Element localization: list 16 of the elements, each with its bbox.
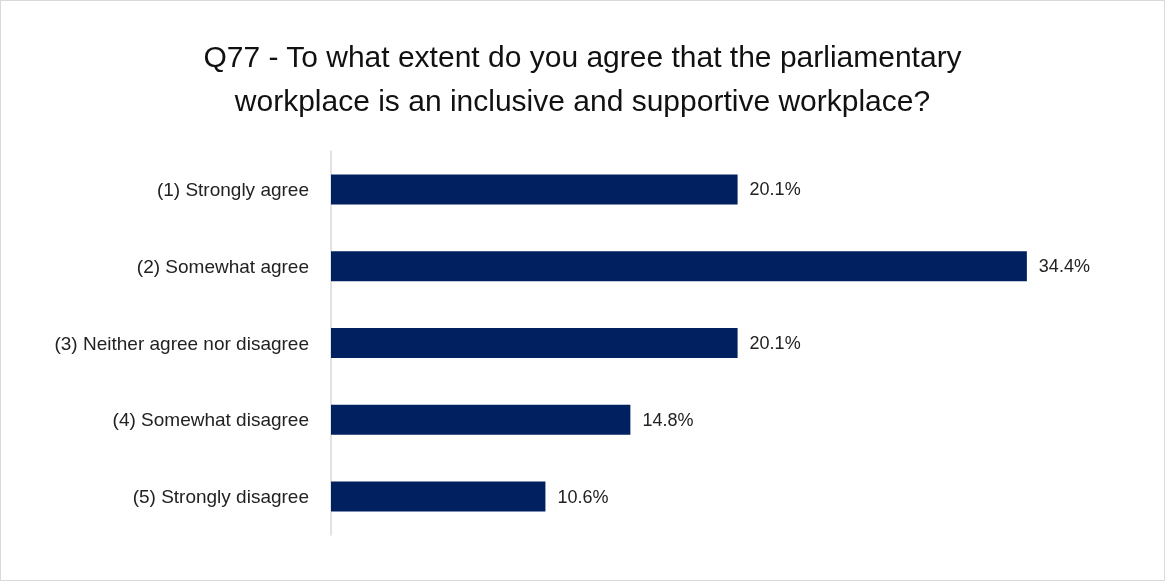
bar: [331, 481, 546, 512]
y-tick-label: (3) Neither agree nor disagree: [54, 332, 309, 354]
bar: [331, 174, 738, 205]
chart-title: Q77 - To what extent do you agree that the parliamentary workplace is an inclusive and supportive workplace?: [203, 39, 962, 117]
y-tick-label: (2) Somewhat agree: [136, 255, 309, 277]
data-label: 14.8%: [642, 409, 694, 430]
data-label: 20.1%: [749, 333, 801, 353]
data-label: 34.4%: [1038, 256, 1090, 277]
data-label: 20.1%: [749, 179, 801, 200]
y-tick-label: (5) Strongly disagree: [132, 486, 309, 508]
data-label: 10.6%: [557, 486, 609, 507]
y-tick-label: (4) Somewhat disagree: [112, 409, 309, 431]
y-tick-label: (1) Strongly agree: [156, 178, 309, 200]
bar: [331, 251, 1027, 282]
bar: [331, 328, 738, 358]
bar: [331, 404, 631, 435]
